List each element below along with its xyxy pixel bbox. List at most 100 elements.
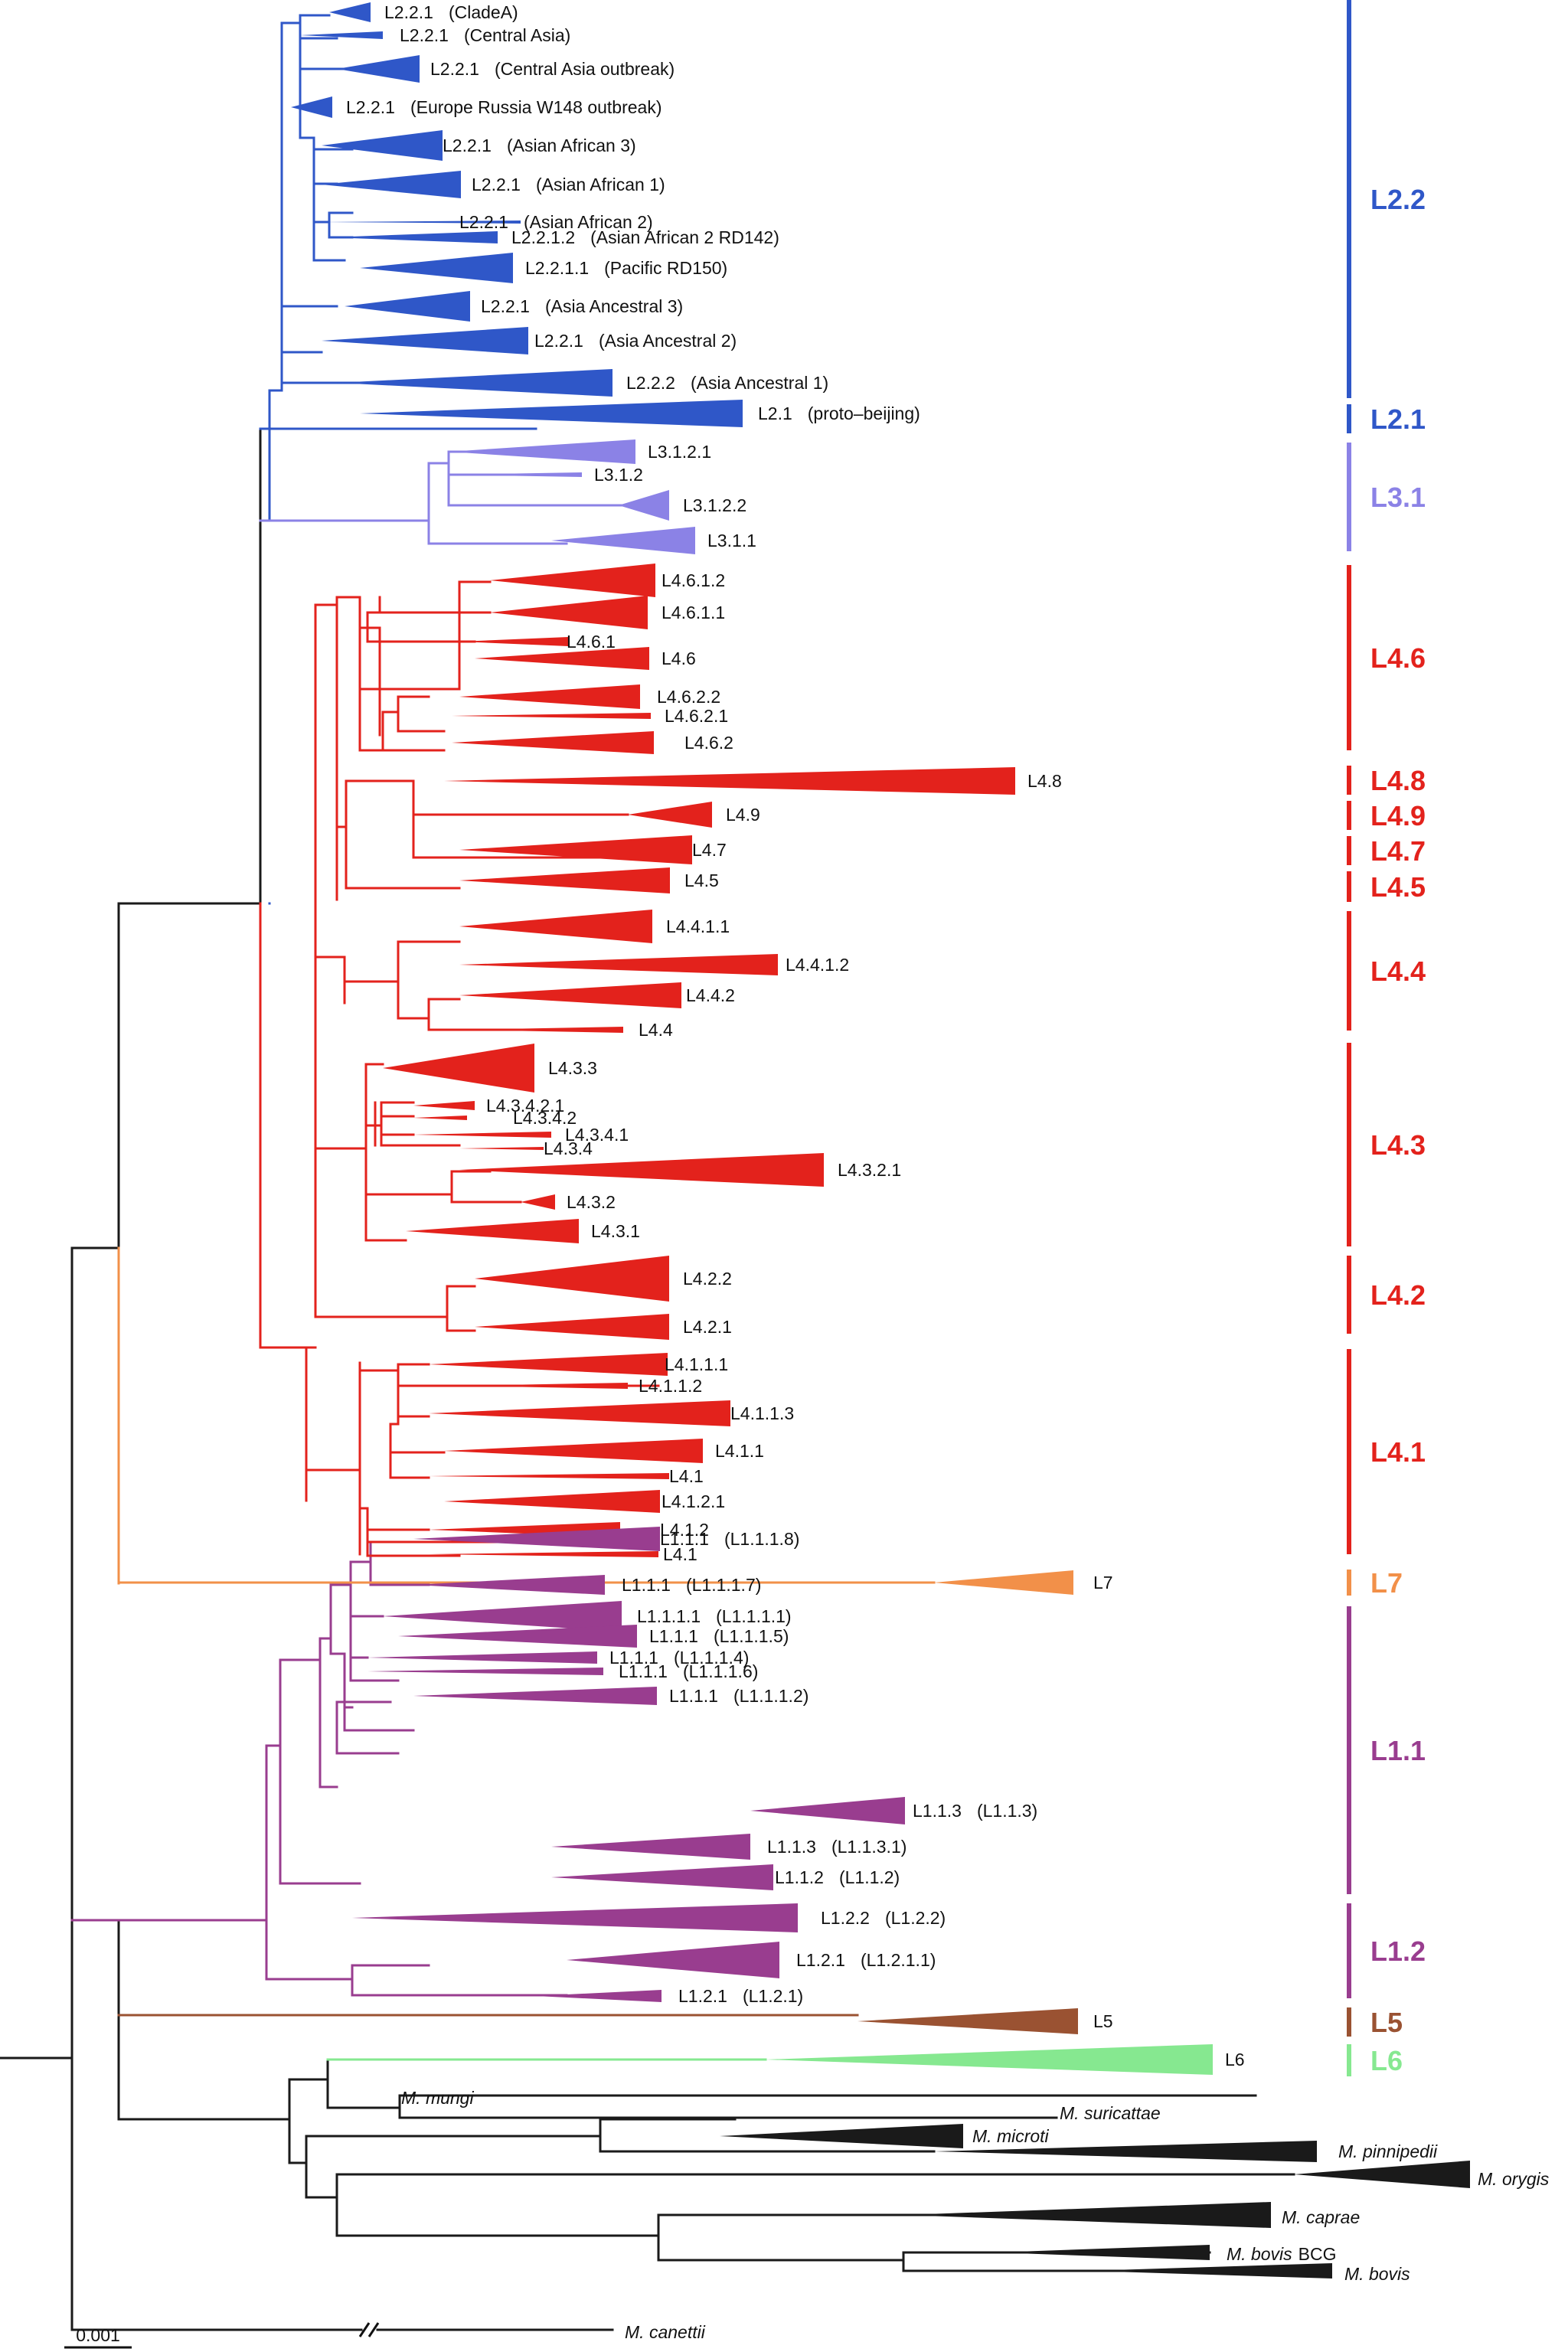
tip-name: L4.3.4.1 <box>565 1125 629 1145</box>
tip-label: L4.3.2 <box>567 1192 616 1212</box>
lineage-label: L2.2 <box>1370 184 1426 215</box>
collapsed-clade-triangle <box>934 2141 1317 2162</box>
tip-note: (L1.1.1.8) <box>724 1529 799 1549</box>
collapsed-clade-triangle <box>934 1570 1073 1595</box>
tip-note: (Central Asia outbreak) <box>495 59 675 79</box>
tip-name: L4.3.4.2 <box>513 1108 577 1128</box>
tip-label: M. bovis BCG <box>1227 2244 1336 2264</box>
branch-break-mark <box>358 2322 371 2337</box>
tip-name: L4.6 <box>662 648 696 668</box>
tip-note: BCG <box>1298 2244 1337 2264</box>
tip-label: L3.1.2.1 <box>648 442 711 462</box>
tip-name: L6 <box>1225 2050 1245 2069</box>
collapsed-clade-triangle <box>329 2 371 22</box>
collapsed-clade-triangle <box>413 1132 551 1138</box>
tip-name: L4.1 <box>663 1544 697 1564</box>
tip-name: M. bovis <box>1344 2264 1410 2284</box>
tip-label: L4.9 <box>726 805 760 825</box>
tip-label: L4.3.4.1 <box>565 1125 629 1145</box>
lineage-label: L4.9 <box>1370 800 1426 831</box>
collapsed-clade-triangle <box>360 400 743 427</box>
tip-name: L1.2.1 <box>678 1986 727 2006</box>
tip-name: L4.6.1.1 <box>662 603 725 622</box>
collapsed-clade-triangle <box>449 472 582 477</box>
tip-name: L1.1.1 <box>649 1626 698 1646</box>
branch-break-mark <box>368 2322 380 2337</box>
tip-note: (L1.1.1.2) <box>733 1686 808 1706</box>
tip-label: L1.1.1 (L1.1.1.8) <box>660 1529 799 1549</box>
tip-name: L4.7 <box>692 840 727 860</box>
tip-label: L2.1 (proto–beijing) <box>758 403 920 423</box>
tip-label: L3.1.2.2 <box>683 495 746 515</box>
collapsed-clade-triangle <box>291 96 332 118</box>
collapsed-clade-triangle <box>858 2008 1078 2034</box>
tip-label: L4.5 <box>684 871 719 890</box>
collapsed-clade-triangle <box>322 171 461 198</box>
lineage-label: L3.1 <box>1370 482 1426 513</box>
lineage-label: L4.7 <box>1370 835 1426 867</box>
collapsed-clade-triangle <box>452 731 654 754</box>
tip-note: (proto–beijing) <box>808 403 920 423</box>
collapsed-clade-triangle <box>903 2202 1271 2228</box>
lineage-label: L4.4 <box>1370 956 1426 987</box>
collapsed-clade-triangle <box>459 867 670 893</box>
tip-label: L2.2.1 (Asia Ancestral 3) <box>481 296 683 316</box>
tip-name: L4.3.1 <box>591 1221 640 1241</box>
collapsed-clade-triangle <box>475 647 649 670</box>
tip-label: L4.6.1.1 <box>662 603 725 622</box>
tip-name: L2.2.1.2 <box>511 227 575 247</box>
tip-name: L3.1.1 <box>707 531 756 550</box>
collapsed-clade-triangle <box>628 802 712 828</box>
tip-label: L4.3.4.2.1 <box>486 1096 564 1116</box>
tip-name: L4.9 <box>726 805 760 825</box>
tip-note: (L1.1.1.7) <box>686 1575 761 1595</box>
tip-name: L2.2.1 <box>346 97 395 117</box>
collapsed-clade-triangle <box>360 253 513 283</box>
tip-label: L4.1 <box>663 1544 697 1564</box>
lineage-label: L1.1 <box>1370 1735 1426 1766</box>
lineage-label: L4.8 <box>1370 765 1426 796</box>
tip-label: L4.4.1.1 <box>666 916 730 936</box>
collapsed-clade-triangle <box>413 1101 475 1110</box>
lineage-label: L7 <box>1370 1567 1403 1599</box>
tip-name: M. canettii <box>625 2322 706 2342</box>
tip-name: L4.4.2 <box>686 985 735 1005</box>
tip-name: M. pinnipedii <box>1338 2141 1438 2161</box>
lineage-label: L4.1 <box>1370 1436 1426 1468</box>
collapsed-clade-triangle <box>995 2245 1210 2260</box>
tip-note: (Asia Ancestral 2) <box>599 331 737 351</box>
tip-name: L4.3.3 <box>548 1058 597 1078</box>
tip-name: L4.6.2.1 <box>665 706 728 726</box>
tip-label: L4.1.1 <box>715 1441 764 1461</box>
collapsed-clade-triangle <box>429 1353 668 1376</box>
tip-label: L1.2.1 (L1.2.1.1) <box>796 1950 936 1970</box>
tip-label: L4.6 <box>662 648 696 668</box>
tip-name: L1.2.2 <box>821 1908 870 1928</box>
tip-name: L4.4 <box>639 1020 673 1040</box>
collapsed-clade-triangle <box>322 327 528 354</box>
collapsed-clade-triangle <box>345 291 470 322</box>
collapsed-clade-triangle <box>475 1314 669 1340</box>
collapsed-clade-triangle <box>337 369 612 397</box>
tip-label: L2.2.1 (CladeA) <box>384 2 518 22</box>
tree-branches <box>0 14 1303 2337</box>
tip-label: L2.2.2 (Asia Ancestral 1) <box>626 373 828 393</box>
tip-label: M. caprae <box>1282 2207 1360 2227</box>
collapsed-clade-triangle <box>406 1219 579 1243</box>
collapsed-clade-triangle <box>720 2124 963 2148</box>
collapsed-clade-triangle <box>459 954 778 975</box>
tip-label: L4.6.1 <box>567 632 616 652</box>
collapsed-clade-triangle <box>383 1601 622 1632</box>
tip-label: L3.1.1 <box>707 531 756 550</box>
tip-note: (L1.1.3) <box>977 1801 1037 1821</box>
tip-label: M. bovis <box>1344 2264 1410 2284</box>
tip-name: L2.2.2 <box>626 373 675 393</box>
collapsed-clade-triangle <box>429 1551 658 1557</box>
tip-label: L7 <box>1093 1573 1113 1592</box>
collapsed-clade-triangle <box>413 1527 660 1551</box>
tip-label: L4.1.2.1 <box>662 1491 725 1511</box>
tip-name: L4.1.1.3 <box>730 1403 794 1423</box>
tip-note: (L1.1.1.6) <box>683 1661 758 1681</box>
collapsed-clade-triangle <box>337 55 420 83</box>
tip-name: L4.1.1 <box>715 1441 764 1461</box>
